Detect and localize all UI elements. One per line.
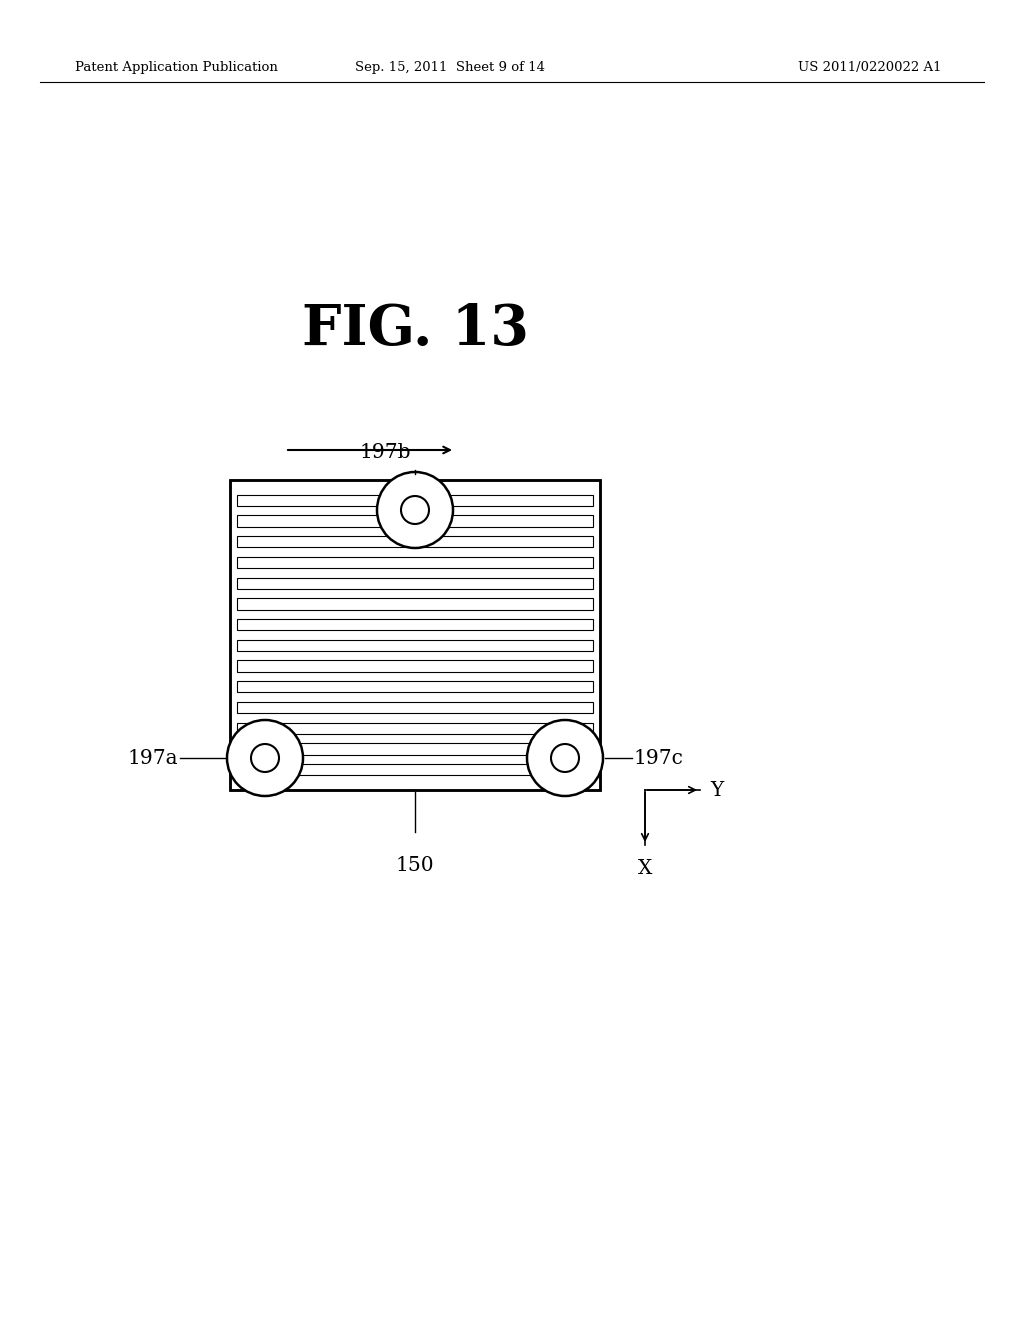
Text: Patent Application Publication: Patent Application Publication <box>75 62 278 74</box>
Text: Y: Y <box>710 780 723 800</box>
Bar <box>237 557 593 568</box>
Text: 150: 150 <box>395 855 434 875</box>
Bar <box>237 578 593 589</box>
Circle shape <box>401 496 429 524</box>
Circle shape <box>227 719 303 796</box>
Bar <box>237 619 593 631</box>
Text: 197c: 197c <box>634 748 684 767</box>
Circle shape <box>551 744 579 772</box>
Circle shape <box>251 744 279 772</box>
Bar <box>237 495 593 506</box>
Bar <box>237 764 593 775</box>
Bar <box>237 640 593 651</box>
Bar <box>237 722 593 734</box>
Bar <box>237 598 593 610</box>
Circle shape <box>377 473 453 548</box>
Bar <box>237 702 593 713</box>
Text: Sep. 15, 2011  Sheet 9 of 14: Sep. 15, 2011 Sheet 9 of 14 <box>355 62 545 74</box>
Bar <box>230 480 600 789</box>
Bar <box>237 515 593 527</box>
Bar <box>230 480 600 789</box>
Text: US 2011/0220022 A1: US 2011/0220022 A1 <box>799 62 942 74</box>
Text: 197a: 197a <box>127 748 178 767</box>
Bar <box>237 660 593 672</box>
Text: 197b: 197b <box>359 444 411 462</box>
Circle shape <box>527 719 603 796</box>
Bar <box>237 536 593 548</box>
Bar <box>237 681 593 693</box>
Bar <box>237 743 593 755</box>
Text: X: X <box>638 859 652 878</box>
Text: FIG. 13: FIG. 13 <box>301 302 528 358</box>
